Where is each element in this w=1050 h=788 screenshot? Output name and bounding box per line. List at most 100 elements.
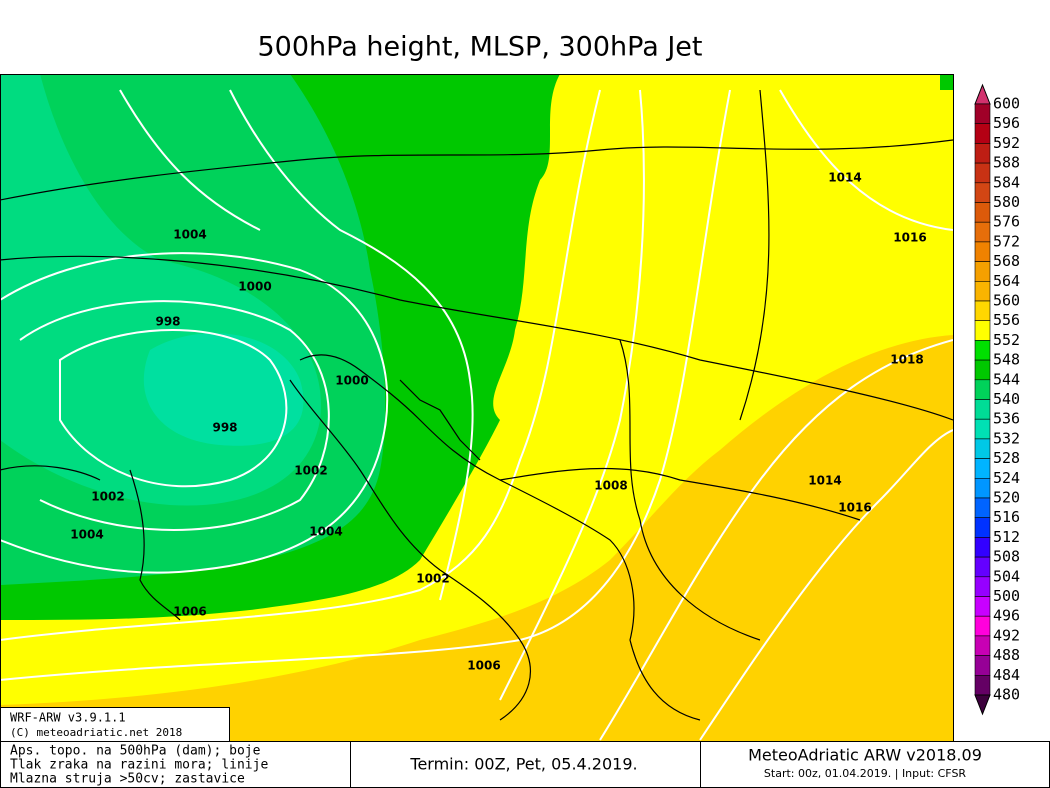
isobar-label: 1004	[173, 228, 206, 242]
colorbar-label: 568	[993, 252, 1020, 270]
colorbar-swatch	[974, 458, 991, 479]
colorbar-swatch	[974, 438, 991, 459]
footer-left-line: Aps. topo. na 500hPa (dam); boje	[10, 744, 261, 759]
colorbar-swatch	[974, 596, 991, 617]
colorbar-swatch	[974, 340, 991, 361]
footer: Aps. topo. na 500hPa (dam); boje Tlak zr…	[0, 741, 1050, 788]
colorbar-swatch	[974, 103, 991, 125]
isobar-label: 1016	[893, 231, 926, 245]
colorbar-label: 508	[993, 548, 1020, 566]
colorbar-label: 544	[993, 370, 1020, 388]
colorbar-swatch	[974, 379, 991, 400]
info-box-frame	[0, 707, 230, 742]
footer-left-line: Mlazna struja >50cv; zastavice	[10, 772, 245, 787]
colorbar-label: 556	[993, 311, 1020, 329]
colorbar-swatch	[974, 556, 991, 578]
isobar-label: 1016	[838, 501, 871, 515]
colorbar-label: 576	[993, 213, 1020, 231]
colorbar-label: 584	[993, 173, 1020, 191]
colorbar-swatch	[974, 615, 991, 637]
colorbar-label: 552	[993, 331, 1020, 349]
isobars	[1, 89, 953, 741]
colorbar-swatch	[974, 143, 991, 164]
colorbar-swatch	[974, 320, 991, 341]
colorbar-label: 528	[993, 449, 1020, 467]
colorbar-swatch	[974, 280, 991, 302]
colorbar-swatch	[974, 182, 991, 203]
map: 1014 1016 1004 1000 998 1000 998 1018 1002 1008 10…	[0, 74, 954, 742]
colorbar-label: 532	[993, 429, 1020, 447]
colorbar-swatch	[974, 497, 991, 519]
isobar-label: 1006	[467, 659, 500, 673]
colorbar-swatch	[974, 123, 991, 144]
footer-term: Termin: 00Z, Pet, 05.4.2019.	[409, 755, 637, 774]
colorbar-label: 500	[993, 587, 1020, 605]
isobar-label: 1008	[594, 479, 627, 493]
colorbar-swatch	[974, 261, 991, 282]
colorbar-cap	[974, 694, 991, 716]
isobar-label: 1000	[238, 280, 271, 294]
colorbar-label: 540	[993, 390, 1020, 408]
isobar-label: 1004	[70, 528, 103, 542]
footer-model: MeteoAdriatic ARW v2018.09	[748, 746, 982, 765]
colorbar-swatch	[974, 537, 991, 558]
colorbar-swatch	[974, 202, 991, 223]
isobar-label: 1014	[828, 171, 861, 185]
info-box: WRF-ARW v3.9.1.1 (C) meteoadriatic.net 2…	[0, 707, 230, 742]
colorbar-swatch	[974, 635, 991, 656]
isobar-label: 998	[155, 315, 180, 329]
colorbar-label: 600	[993, 95, 1020, 113]
isobar-labels: 1014 1016 1004 1000 998 1000 998 1018 1002 1008 10…	[70, 171, 926, 673]
colorbar: 6005965925885845805765725685645605565525…	[974, 83, 1020, 716]
footer-frame	[0, 741, 1050, 788]
colorbar-swatch	[974, 477, 991, 499]
colorbar-label: 536	[993, 410, 1020, 428]
isobar-label: 1002	[416, 572, 449, 586]
colorbar-label: 580	[993, 193, 1020, 211]
info-line: (C) meteoadriatic.net 2018	[10, 726, 182, 739]
colorbar-swatch	[974, 655, 991, 676]
isobar-label: 1002	[91, 490, 124, 504]
footer-start: Start: 00z, 01.04.2019. | Input: CFSR	[764, 767, 966, 780]
colorbar-label: 492	[993, 626, 1020, 644]
colorbar-swatch	[974, 517, 991, 538]
colorbar-swatch	[974, 399, 991, 420]
colorbar-label: 596	[993, 114, 1020, 132]
center-low	[143, 333, 304, 446]
map-title: 500hPa height, MLSP, 300hPa Jet	[258, 32, 703, 63]
info-line: WRF-ARW v3.9.1.1	[10, 711, 126, 725]
coastlines	[1, 89, 953, 721]
isobar-label: 1002	[294, 464, 327, 478]
colorbar-swatch	[974, 162, 991, 184]
colorbar-swatch	[974, 674, 991, 696]
isobar-label: 998	[212, 421, 237, 435]
colorbar-label: 480	[993, 686, 1020, 704]
isobar-label: 1006	[173, 605, 206, 619]
isobar-label: 1018	[890, 353, 923, 367]
colorbar-label: 488	[993, 646, 1020, 664]
colorbar-label: 496	[993, 607, 1020, 625]
colorbar-label: 524	[993, 469, 1020, 487]
colorbar-label: 520	[993, 489, 1020, 507]
colorbar-label: 548	[993, 351, 1020, 369]
colorbar-swatch	[974, 359, 991, 381]
colorbar-label: 484	[993, 666, 1020, 684]
colorbar-swatch	[974, 241, 991, 262]
colorbar-swatch	[974, 418, 991, 440]
colorbar-label: 592	[993, 134, 1020, 152]
footer-left-line: Tlak zraka na razini mora; linije	[10, 758, 268, 773]
colorbar-swatch	[974, 300, 991, 322]
colorbar-label: 588	[993, 154, 1020, 172]
colorbar-cap	[974, 83, 991, 105]
colorbar-label: 572	[993, 232, 1020, 250]
colorbar-label: 516	[993, 508, 1020, 526]
colorbar-swatch	[974, 576, 991, 597]
isobar-label: 1004	[309, 525, 342, 539]
colorbar-label: 564	[993, 272, 1020, 290]
colorbar-label: 512	[993, 528, 1020, 546]
colorbar-label: 504	[993, 567, 1020, 585]
isobar-label: 1014	[808, 474, 841, 488]
colorbar-label: 560	[993, 292, 1020, 310]
